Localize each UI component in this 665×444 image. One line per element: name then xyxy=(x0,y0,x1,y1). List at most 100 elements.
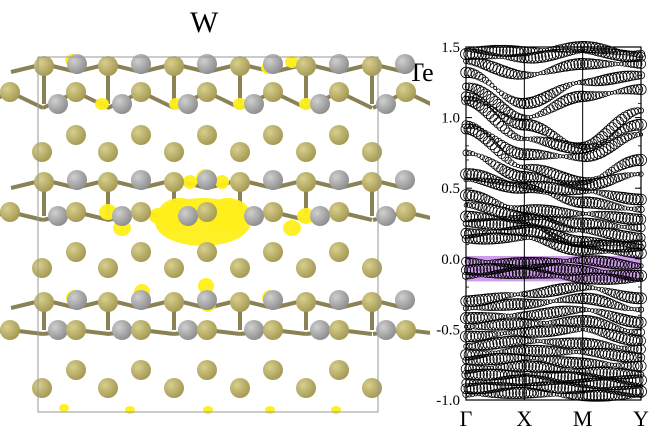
band-point xyxy=(564,185,575,196)
band-point xyxy=(524,96,537,109)
band-point xyxy=(626,70,637,81)
band-point xyxy=(602,227,615,240)
band-point xyxy=(538,257,549,268)
band-point xyxy=(492,215,498,221)
band-point xyxy=(632,307,637,312)
band-point xyxy=(502,387,514,399)
band-point xyxy=(470,151,475,157)
band-point xyxy=(515,374,528,387)
w-atom xyxy=(112,94,132,114)
band-point xyxy=(557,140,570,153)
band-point xyxy=(489,259,495,265)
band-point xyxy=(497,111,506,120)
band-point xyxy=(611,323,619,332)
band-point xyxy=(516,327,526,337)
band-point xyxy=(585,78,594,87)
band-point xyxy=(567,264,579,276)
band-point xyxy=(587,91,598,101)
charge-density-lobe xyxy=(297,208,315,224)
band-point xyxy=(508,267,521,280)
band-point xyxy=(542,257,552,267)
band-point xyxy=(616,62,621,66)
band-point xyxy=(629,206,634,212)
band-point xyxy=(494,137,503,147)
band-point xyxy=(551,355,562,367)
band-point xyxy=(482,107,495,120)
band-point xyxy=(491,331,499,338)
band-point xyxy=(544,49,557,62)
band-point xyxy=(513,214,523,224)
band-point xyxy=(550,263,563,275)
band-point xyxy=(498,363,506,371)
band-point xyxy=(541,381,553,393)
band-point xyxy=(597,59,607,69)
band-point xyxy=(613,289,624,300)
band-point xyxy=(531,375,543,386)
band-point xyxy=(623,260,633,270)
band-point xyxy=(583,41,596,54)
band-point xyxy=(476,312,488,324)
band-point xyxy=(579,41,592,54)
band-point xyxy=(638,132,644,137)
band-point xyxy=(482,368,495,381)
band-point xyxy=(544,338,550,345)
band-point xyxy=(622,70,634,82)
w-atom xyxy=(263,54,283,74)
band-point xyxy=(461,234,471,244)
band-point xyxy=(596,295,608,307)
band-point xyxy=(561,208,572,218)
te-atom xyxy=(98,378,118,398)
band-point xyxy=(575,378,584,388)
band-point xyxy=(558,325,569,335)
band-point xyxy=(499,369,510,380)
band-point xyxy=(552,338,562,347)
band-point xyxy=(570,58,583,71)
band-point xyxy=(580,49,585,54)
band-point xyxy=(521,257,534,270)
band-point xyxy=(479,104,492,117)
band-point xyxy=(596,176,608,189)
band-point xyxy=(489,218,502,231)
band-point xyxy=(493,161,504,172)
band-point xyxy=(475,177,483,185)
band-point xyxy=(567,315,579,327)
band-point xyxy=(476,354,488,366)
band-point xyxy=(634,370,642,379)
band-point xyxy=(553,381,566,394)
band-point xyxy=(591,326,600,335)
band-point xyxy=(618,241,625,247)
band-point xyxy=(625,351,637,363)
band-point xyxy=(578,283,587,292)
band-point xyxy=(531,71,537,78)
band-point xyxy=(636,328,646,337)
band-point xyxy=(485,368,498,381)
band-point xyxy=(553,45,561,53)
band-point xyxy=(501,292,509,300)
band-point xyxy=(463,123,475,135)
band-point xyxy=(502,215,508,222)
band-point xyxy=(577,244,589,256)
band-point xyxy=(578,384,588,394)
band-point xyxy=(478,321,487,331)
band-point xyxy=(520,311,529,320)
band-point xyxy=(589,211,596,217)
band-point xyxy=(577,273,588,284)
band-point xyxy=(484,302,493,311)
band-point xyxy=(545,104,555,114)
band-point xyxy=(625,224,631,230)
band-point xyxy=(601,239,609,247)
band-point xyxy=(489,381,501,393)
band-point xyxy=(525,136,530,141)
band-point xyxy=(603,376,608,381)
band-point xyxy=(517,113,525,122)
band-point xyxy=(605,367,618,380)
band-point xyxy=(521,164,527,170)
band-point xyxy=(584,211,588,216)
band-point xyxy=(612,258,624,270)
band-point xyxy=(557,392,563,398)
band-point xyxy=(581,384,590,393)
band-point xyxy=(474,211,484,222)
band-point xyxy=(572,210,580,217)
band-point xyxy=(571,390,581,401)
band-point xyxy=(492,218,505,231)
